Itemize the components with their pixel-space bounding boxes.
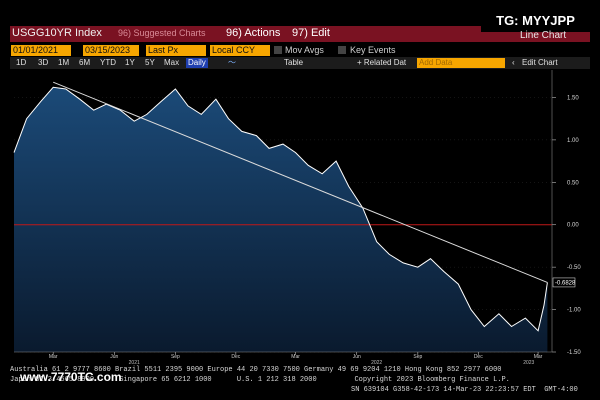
last-value-label: -0.6828 xyxy=(555,280,576,286)
range-1d[interactable]: 1D xyxy=(16,58,27,67)
footer-line-2: Japan 81 3 4565 8900 Singapore 65 6212 1… xyxy=(10,376,510,384)
range-ytd[interactable]: YTD xyxy=(100,58,116,67)
watermark: www.7770TC.com xyxy=(20,370,122,384)
mov-avgs-label: Mov Avgs xyxy=(285,45,324,55)
x-tick-label: Dec xyxy=(474,354,483,360)
range-6m[interactable]: 6M xyxy=(79,58,91,67)
year-label: 2023 xyxy=(523,360,534,366)
actions-menu[interactable]: 96) Actions xyxy=(226,27,281,39)
y-tick-label: 1.00 xyxy=(567,138,579,144)
field-selector[interactable]: Last Px xyxy=(146,45,206,56)
range-1m[interactable]: 1M xyxy=(58,58,70,67)
last-value-box xyxy=(552,277,576,288)
y-tick-label: 0.00 xyxy=(567,223,579,229)
period-selector[interactable]: Daily xyxy=(186,58,208,68)
y-tick-label: -1.50 xyxy=(567,350,581,356)
x-tick-label: Mar xyxy=(49,354,58,360)
y-tick-label: 0.50 xyxy=(567,180,579,186)
x-axis: Mar Jun Sep Dec Mar Jun Sep Dec Mar 2021 2022 2023 xyxy=(14,351,552,366)
x-tick-label: Sep xyxy=(413,354,422,360)
range-1y[interactable]: 1Y xyxy=(125,58,135,67)
x-tick-label: Mar xyxy=(291,354,300,360)
y-tick-label: -0.50 xyxy=(567,265,581,271)
mov-avgs-checkbox[interactable] xyxy=(274,46,282,54)
title-bar xyxy=(10,26,590,42)
trend-line xyxy=(52,81,548,283)
range-5y[interactable]: 5Y xyxy=(145,58,155,67)
x-tick-label: Jun xyxy=(353,354,361,360)
suggested-charts-label[interactable]: 96) Suggested Charts xyxy=(118,28,206,38)
edit-menu[interactable]: 97) Edit xyxy=(292,27,330,39)
edit-chart-button[interactable]: Edit Chart xyxy=(522,58,558,67)
key-events-label: Key Events xyxy=(350,45,396,55)
year-label: 2021 xyxy=(129,360,140,366)
ticker-label[interactable]: USGG10YR Index xyxy=(12,27,102,39)
range-3d[interactable]: 3D xyxy=(38,58,49,67)
y-tick-label: 1.50 xyxy=(567,95,579,101)
y-tick-label: -1.00 xyxy=(567,308,581,314)
end-date-field[interactable]: 03/15/2023 xyxy=(83,45,139,56)
series-area xyxy=(14,87,548,353)
tg-badge: TG: MYYJPP xyxy=(481,10,590,32)
currency-selector[interactable]: Local CCY xyxy=(210,45,270,56)
x-tick-label: Dec xyxy=(231,354,240,360)
range-max[interactable]: Max xyxy=(164,58,180,67)
chart-mode-label[interactable]: Line Chart xyxy=(520,30,567,41)
x-tick-label: Sep xyxy=(171,354,180,360)
series-line xyxy=(13,86,548,332)
x-tick-label: Jun xyxy=(110,354,118,360)
related-data-button[interactable]: + Related Dat xyxy=(357,58,407,67)
y-axis: 1.50 1.00 0.50 0.00 -0.50 -1.00 -1.50 xyxy=(551,70,581,356)
footer-line-1: Australia 61 2 9777 8600 Brazil 5511 239… xyxy=(10,366,502,374)
x-tick-label: Mar xyxy=(534,354,543,360)
collapse-icon[interactable]: ‹ xyxy=(512,58,515,67)
start-date-field[interactable]: 01/01/2021 xyxy=(11,45,71,56)
table-button[interactable]: Table xyxy=(284,58,304,67)
line-style-icon[interactable]: 〜 xyxy=(228,58,236,67)
year-label: 2022 xyxy=(371,360,382,366)
add-data-input[interactable]: Add Data xyxy=(417,58,505,68)
footer-line-3: SN 639104 G358-42-173 14-Mar-23 22:23:57… xyxy=(351,386,578,394)
key-events-checkbox[interactable] xyxy=(338,46,346,54)
